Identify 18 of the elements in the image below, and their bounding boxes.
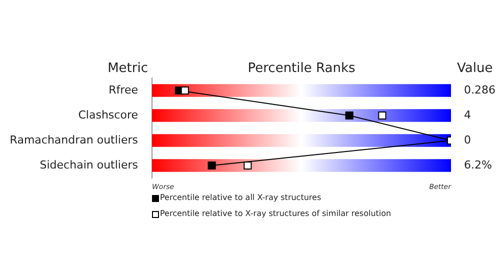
y-tick-label: Ramachandran outliers	[10, 133, 138, 146]
y-tick-label: Sidechain outliers	[40, 158, 138, 172]
y2-tick-label: 6.2%	[464, 158, 492, 172]
y-tick-label: Rfree	[108, 83, 138, 96]
y2-tick-label: 0.286	[464, 83, 496, 96]
point	[345, 111, 354, 120]
point	[378, 111, 386, 120]
point	[180, 86, 189, 95]
point	[244, 161, 252, 170]
y-tick-label: Clashscore	[78, 108, 138, 122]
chart-title: Percentile Ranks	[248, 61, 356, 76]
legend-label: Percentile relative to X-ray structures of similar resolution	[160, 209, 392, 218]
y2-tick-label: 4	[464, 108, 471, 122]
y2-axis-title: Value	[457, 61, 493, 76]
point	[208, 161, 216, 170]
y-axis-title: Metric	[108, 61, 148, 76]
y2-tick-label: 0	[464, 133, 471, 146]
legend-label: Percentile relative to all X-ray structures	[160, 193, 322, 202]
